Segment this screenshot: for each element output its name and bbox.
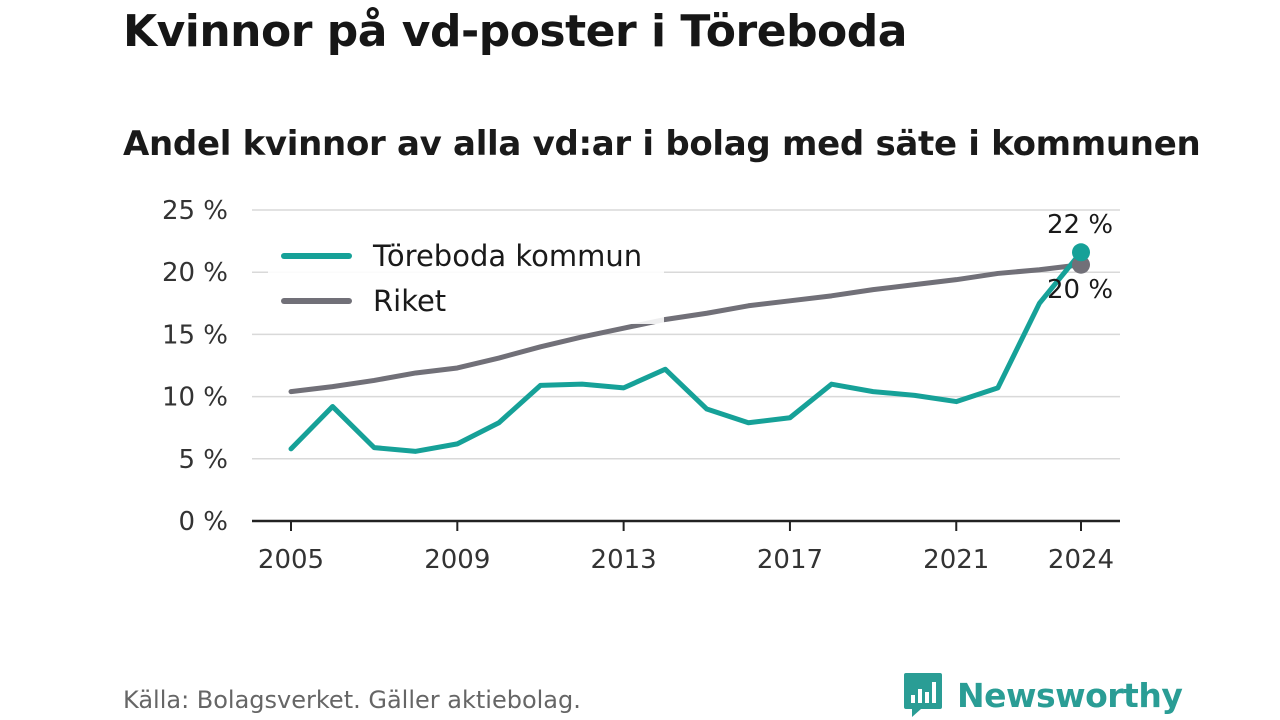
- source-note: Källa: Bolagsverket. Gäller aktiebolag.: [123, 686, 581, 714]
- brand-name: Newsworthy: [957, 675, 1183, 715]
- x-tick-label: 2017: [757, 545, 823, 575]
- line-chart: 0 %5 %10 %15 %20 %25 % 2005 2009 2013 2017 2…: [162, 196, 1120, 575]
- riket-endpoint: [1072, 255, 1090, 274]
- x-tick-label: 2021: [923, 545, 989, 575]
- legend-label-riket: Riket: [373, 284, 446, 318]
- legend: Töreboda kommun Riket: [268, 232, 664, 324]
- y-tick-label: 25 %: [162, 196, 228, 226]
- x-tick-label: 2024: [1048, 545, 1114, 575]
- legend-background: [268, 232, 664, 324]
- chart-title: Kvinnor på vd-poster i Töreboda: [123, 6, 907, 57]
- series-line-toreboda: [288, 249, 1084, 454]
- y-tick-label: 5 %: [178, 445, 228, 475]
- x-axis: 2005 2009 2013 2017 2021 2024: [252, 519, 1120, 575]
- end-label-toreboda: 22 %: [1047, 210, 1113, 240]
- newsworthy-logo: Newsworthy: [903, 671, 1183, 719]
- x-tick-label: 2005: [258, 545, 324, 575]
- legend-label-toreboda: Töreboda kommun: [372, 239, 642, 273]
- x-tick-label: 2013: [591, 545, 657, 575]
- newsworthy-icon: [904, 673, 942, 717]
- y-tick-label: 20 %: [162, 258, 228, 288]
- end-label-riket: 20 %: [1047, 275, 1113, 305]
- toreboda-endpoint: [1072, 243, 1090, 262]
- end-labels: 22 % 20 %: [1047, 210, 1113, 305]
- series-line-riket: [288, 262, 1084, 395]
- y-tick-label: 15 %: [162, 320, 228, 350]
- series-lines: [288, 243, 1090, 454]
- x-tick-label: 2009: [424, 545, 490, 575]
- y-tick-label: 10 %: [162, 383, 228, 413]
- y-tick-label: 0 %: [178, 507, 228, 537]
- chart-subtitle: Andel kvinnor av alla vd:ar i bolag med …: [123, 124, 1201, 164]
